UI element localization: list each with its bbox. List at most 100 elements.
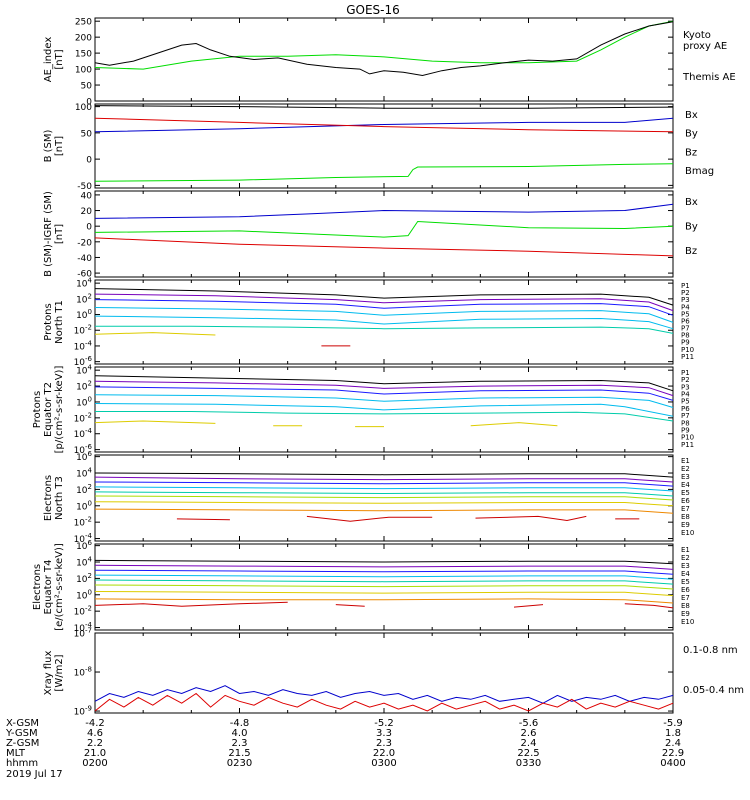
series-line-e9	[94, 601, 288, 607]
legend-label: P3	[681, 296, 690, 304]
panel-xray: 10-9 10-8 10-7 Xray flux[W/m2] 0.1-0.8 nm 0.0…	[43, 627, 744, 718]
legend-label: P2	[681, 376, 690, 384]
x-row-value: 22.5	[517, 748, 539, 759]
y-tick-label: 0	[86, 98, 92, 108]
y-tick-label: 102	[76, 380, 92, 393]
series-line-bz	[94, 237, 674, 257]
x-row-label: Z-GSM	[6, 738, 39, 749]
y-tick-label: 10-6	[74, 443, 93, 456]
legend-label: Bz	[685, 147, 697, 158]
legend-label: Bmag	[685, 166, 714, 177]
y-tick-label: 104	[76, 364, 92, 377]
y-tick-label: 100	[75, 66, 92, 76]
series-line-p3	[94, 299, 674, 316]
legend-label: E10	[681, 529, 694, 537]
series-line-p2	[94, 293, 674, 312]
series-line-e9d	[624, 603, 674, 609]
y-tick-label: -60	[77, 270, 92, 280]
legend-label: P11	[681, 353, 694, 361]
panel-e_equator: 10-4 10-2 100 102 104 106 ElectronsEquator T4[…	[32, 539, 694, 634]
series-line-e9b	[306, 515, 433, 522]
x-row-value: -5.2	[374, 718, 394, 729]
legend-label: E8	[681, 513, 690, 521]
series-line-p2	[94, 380, 674, 397]
legend-label: E4	[681, 481, 690, 489]
y-tick-label: 102	[76, 572, 92, 585]
series-line-p4	[94, 307, 674, 323]
date-label: 2019 Jul 17	[6, 769, 63, 780]
y-tick-label: 0	[86, 156, 92, 166]
x-row-value: 2.3	[376, 738, 392, 749]
series-line-bx	[94, 203, 674, 219]
legend-label: E6	[681, 586, 690, 594]
y-tick-label: 106	[76, 450, 92, 463]
legend-label: P11	[681, 441, 694, 449]
legend-label: P9	[681, 339, 690, 347]
legend-label: P5	[681, 398, 690, 406]
legend-label: P4	[681, 391, 690, 399]
y-tick-label: 10-7	[74, 627, 92, 640]
figure-title: GOES-16	[346, 3, 400, 17]
y-axis-label: ElectronsEquator T4[e/(cm²-s-sr-keV)]	[32, 543, 65, 631]
legend-label: E9	[681, 521, 690, 529]
y-tick-label: 100	[75, 103, 92, 113]
series-line-e6	[94, 584, 674, 590]
y-axis-label: ProtonsEquator T2[p/(cm²-s-sr-keV)]	[32, 366, 65, 454]
y-axis-label: B (SM)[nT]	[43, 129, 65, 162]
y-tick-label: 100	[76, 588, 92, 601]
x-row-value: 4.6	[87, 728, 103, 739]
legend-label: P7	[681, 325, 690, 333]
legend-label: E2	[681, 554, 690, 562]
series-line-p1	[94, 375, 674, 392]
legend-label: By	[685, 129, 698, 140]
legend-label: P10	[681, 346, 694, 354]
legend-label: P8	[681, 332, 690, 340]
y-tick-label: 10-2	[74, 324, 92, 337]
x-row-value: -5.6	[519, 718, 539, 729]
legend-label: P7	[681, 412, 690, 420]
y-tick-label: 104	[76, 556, 92, 569]
series-line-e7	[94, 501, 674, 507]
legend-label: 0.05-0.4 nm	[683, 685, 744, 696]
series-line-bz	[94, 117, 674, 133]
legend-label: E3	[681, 473, 690, 481]
x-row-label: hhmm	[6, 758, 38, 769]
y-tick-label: 104	[76, 467, 92, 480]
y-tick-label: 106	[76, 539, 92, 552]
panel-frame	[94, 279, 674, 365]
series-line-0-1-0-8-nm	[94, 692, 674, 712]
series-line-p1	[94, 288, 674, 306]
legend-label: 0.1-0.8 nm	[683, 645, 738, 656]
series-line-p6	[95, 411, 674, 422]
panel-frame	[94, 632, 674, 714]
series-line-e1	[94, 559, 674, 565]
y-tick-label: 102	[76, 483, 92, 496]
x-row-value: 21.5	[228, 748, 250, 759]
x-row-value: 0330	[516, 758, 541, 769]
series-line-e6	[94, 495, 674, 501]
series-line-e9c	[475, 515, 587, 522]
series-line-e7	[94, 591, 674, 597]
panel-ae: 0 50 100 150 200 250 AE_index[nT] Kyoto proxy AE…	[43, 17, 736, 108]
series-line-0-05-0-4-nm	[94, 685, 674, 704]
x-row-value: 4.0	[232, 728, 248, 739]
series-line-p7	[94, 332, 216, 336]
x-row-value: 0400	[660, 758, 685, 769]
series-line-p7	[94, 420, 216, 424]
x-axis-annotation: X-GSM -4.2 -4.8 -5.2 -5.6 -5.9Y-GSM 4.6 4.0 3.3 2…	[5, 718, 686, 769]
y-tick-label: 10-2	[74, 605, 92, 618]
series-line-kyoto-proxy-ae	[94, 20, 674, 70]
y-tick-label: 40	[81, 191, 93, 201]
y-tick-label: 10-4	[74, 621, 93, 634]
y-tick-label: 100	[76, 499, 92, 512]
x-row-value: 2.2	[87, 738, 103, 749]
series-line-p5	[94, 403, 674, 417]
y-tick-label: 10-4	[74, 427, 93, 440]
x-row-value: 22.9	[662, 748, 684, 759]
y-tick-label: 0	[86, 223, 92, 233]
series-line-e2	[94, 476, 674, 483]
y-tick-label: 10-2	[74, 516, 92, 529]
x-row-value: 2.3	[232, 738, 248, 749]
